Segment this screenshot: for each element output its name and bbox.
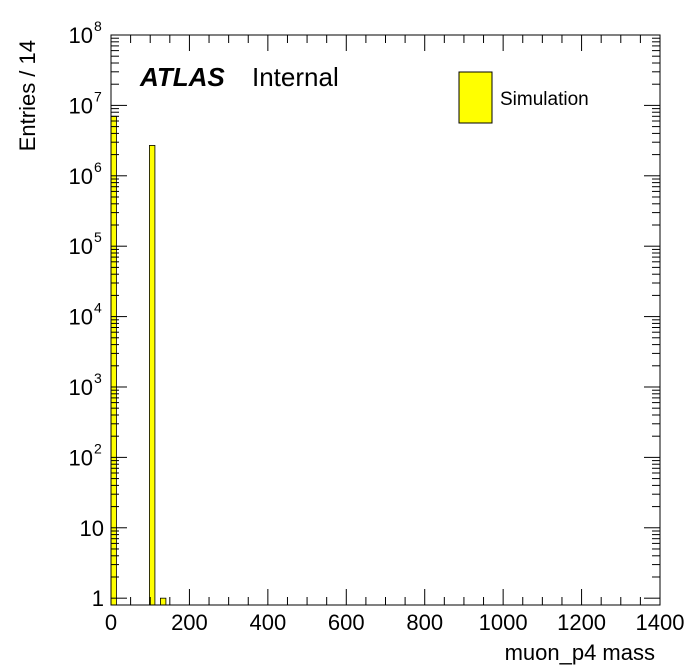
y-tick-label-exponent: 8 (94, 18, 102, 34)
y-tick-label: 10 4 (69, 300, 102, 330)
y-tick-label-text: 1 (92, 586, 104, 611)
legend-swatch-simulation (458, 71, 493, 124)
legend: Simulation (458, 71, 589, 124)
y-tick-label: 10 3 (69, 370, 102, 400)
y-tick-label: 10 5 (69, 229, 102, 259)
y-tick-label-base: 10 (69, 375, 93, 400)
y-tick-label: 1 (92, 586, 104, 611)
y-tick-label-base: 10 (69, 164, 93, 189)
y-tick-label-exponent: 5 (94, 229, 102, 245)
y-tick-label: 10 2 (69, 440, 102, 470)
x-tick-label: 1200 (557, 610, 606, 635)
legend-entry-simulation: Simulation (500, 89, 589, 110)
y-tick-label-base: 10 (69, 23, 93, 48)
histogram-bar (160, 597, 167, 606)
y-tick-label-exponent: 4 (94, 300, 102, 316)
histogram-bars (110, 115, 167, 606)
y-tick-label: 10 (80, 516, 104, 541)
x-tick-label: 1400 (636, 610, 685, 635)
atlas-label: ATLAS (139, 62, 225, 92)
y-tick-label-exponent: 6 (94, 159, 102, 175)
x-tick-label: 1000 (479, 610, 528, 635)
x-tick-label: 200 (171, 610, 208, 635)
x-axis-title: muon_p4 mass (505, 640, 655, 665)
y-tick-label: 10 8 (69, 18, 102, 48)
y-tick-label-base: 10 (69, 445, 93, 470)
y-tick-label-text: 10 (80, 516, 104, 541)
internal-label: Internal (252, 62, 339, 92)
y-tick-label-base: 10 (69, 93, 93, 118)
x-axis-ticks: 0 200 400 600 800 1000 1200 1400 (105, 35, 685, 635)
y-tick-label: 10 6 (69, 159, 102, 189)
x-tick-label: 400 (249, 610, 286, 635)
y-tick-label-exponent: 3 (94, 370, 102, 386)
y-tick-label: 10 7 (69, 88, 102, 118)
y-tick-label-base: 10 (69, 234, 93, 259)
y-tick-label-exponent: 2 (94, 440, 102, 456)
y-axis-title: Entries / 14 (15, 40, 40, 151)
histogram-bar (110, 115, 117, 606)
y-tick-label-exponent: 7 (94, 88, 102, 104)
histogram-bar (149, 145, 156, 606)
x-tick-label: 600 (328, 610, 365, 635)
y-tick-label-base: 10 (69, 305, 93, 330)
x-tick-label: 0 (105, 610, 117, 635)
plot-frame (110, 34, 661, 606)
x-tick-label: 800 (406, 610, 443, 635)
